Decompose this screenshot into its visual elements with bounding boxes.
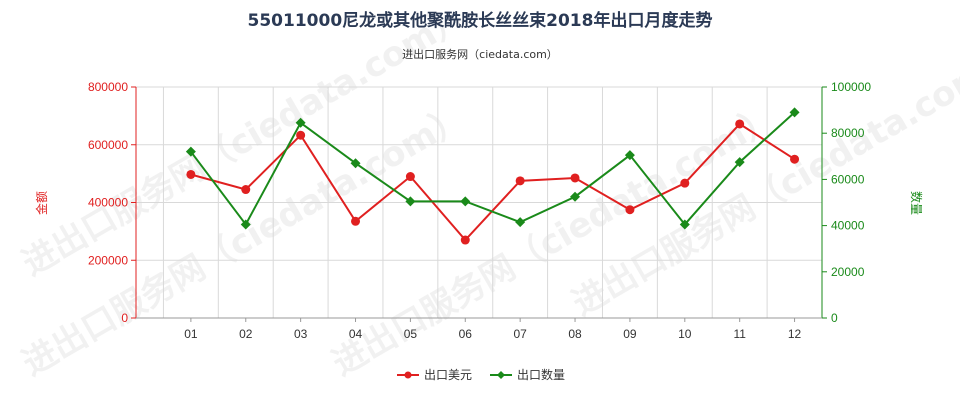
x-tick-label: 12 <box>788 327 802 341</box>
series-2-point[interactable] <box>185 146 196 157</box>
series-layer <box>185 107 800 245</box>
right-axis-ticks: 0 20000 40000 60000 80000 100000 <box>822 80 871 325</box>
series-1-point[interactable] <box>515 176 525 186</box>
legend-swatch-marker <box>497 371 505 379</box>
left-tick-label: 800000 <box>88 80 128 94</box>
series-2-point[interactable] <box>789 107 800 118</box>
series-1-point[interactable] <box>351 216 361 226</box>
x-tick-label: 04 <box>349 327 363 341</box>
series-1-point[interactable] <box>186 169 196 179</box>
series-1-point[interactable] <box>625 205 635 215</box>
x-tick-label: 02 <box>239 327 253 341</box>
right-tick-label: 80000 <box>831 126 865 140</box>
series-2-point[interactable] <box>295 117 306 128</box>
legend-label: 出口数量 <box>517 367 565 382</box>
x-tick-label: 10 <box>678 327 692 341</box>
series-1-point[interactable] <box>790 154 800 164</box>
right-tick-label: 60000 <box>831 172 865 186</box>
right-axis-title: 数量 <box>909 191 924 215</box>
left-tick-label: 200000 <box>88 253 128 267</box>
series-1-point[interactable] <box>570 173 580 183</box>
series-2-point[interactable] <box>734 157 745 168</box>
series-2-point[interactable] <box>350 158 361 169</box>
series-2-point[interactable] <box>515 217 526 228</box>
series-line-1 <box>190 122 796 242</box>
left-tick-label: 0 <box>121 311 128 325</box>
left-tick-label: 600000 <box>88 138 128 152</box>
x-axis-ticks: 01 02 03 04 05 06 07 08 09 10 11 12 <box>184 318 802 341</box>
series-1-point[interactable] <box>405 172 415 182</box>
series-line-2 <box>190 111 796 227</box>
series-2-point[interactable] <box>405 196 416 207</box>
right-tick-label: 100000 <box>831 80 871 94</box>
series-2-point[interactable] <box>679 219 690 230</box>
chart-title: 55011000尼龙或其他聚酰胺长丝丝束2018年出口月度走势 <box>248 10 713 31</box>
x-tick-label: 06 <box>459 327 473 341</box>
legend-label: 出口美元 <box>424 368 472 382</box>
left-tick-label: 400000 <box>88 196 128 210</box>
series-1-point[interactable] <box>680 178 690 188</box>
x-tick-label: 08 <box>568 327 582 341</box>
series-1-point[interactable] <box>460 235 470 245</box>
x-tick-label: 11 <box>733 327 746 341</box>
legend-swatch-marker <box>404 371 412 379</box>
right-tick-label: 40000 <box>831 219 865 233</box>
right-tick-label: 0 <box>831 311 838 325</box>
series-2-point[interactable] <box>460 196 471 207</box>
x-tick-label: 03 <box>294 327 308 341</box>
series-1-point[interactable] <box>241 185 251 195</box>
series-2-point[interactable] <box>240 219 251 230</box>
left-axis-title: 金额 <box>34 191 49 215</box>
right-tick-label: 20000 <box>831 265 865 279</box>
x-tick-label: 07 <box>513 327 527 341</box>
left-axis-ticks: 0 200000 400000 600000 800000 <box>88 80 136 325</box>
x-tick-label: 01 <box>184 327 198 341</box>
series-2-point[interactable] <box>624 150 635 161</box>
x-tick-label: 09 <box>623 327 637 341</box>
series-1-point[interactable] <box>296 130 306 140</box>
series-1-point[interactable] <box>735 119 745 129</box>
legend[interactable]: 出口美元 出口数量 <box>397 367 565 382</box>
series-2-point[interactable] <box>570 191 581 202</box>
chart-subtitle: 进出口服务网（ciedata.com） <box>402 47 558 61</box>
x-tick-label: 05 <box>404 327 418 341</box>
